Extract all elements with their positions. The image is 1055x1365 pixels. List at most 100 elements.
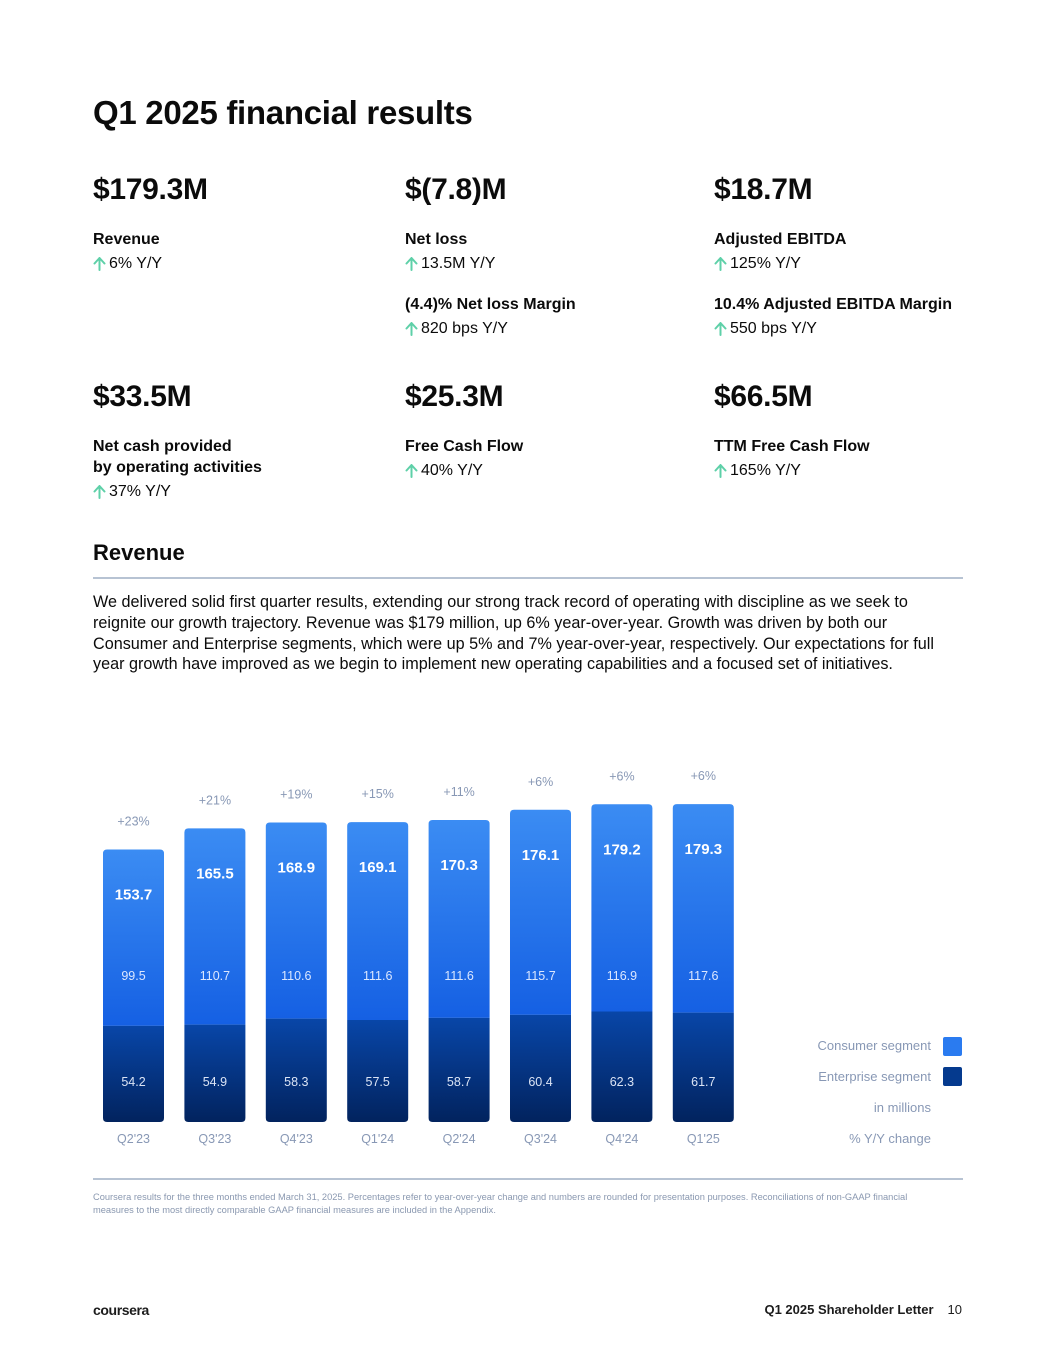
- bar-consumer-label: 99.5: [121, 969, 145, 983]
- bar-yoy-change-label: +11%: [443, 785, 474, 799]
- arrow-up-icon: [93, 484, 106, 499]
- metric-value: $33.5M: [93, 380, 192, 413]
- arrow-up-icon: [714, 463, 727, 478]
- footer-right: Q1 2025 Shareholder Letter 10: [764, 1302, 962, 1317]
- metric-sub-change: 820 bps Y/Y: [405, 318, 705, 339]
- bar-enterprise-label: 61.7: [691, 1075, 715, 1089]
- bar-total-label: 168.9: [278, 860, 316, 877]
- bar-enterprise-label: 58.3: [284, 1075, 308, 1089]
- legend-consumer-swatch: [943, 1037, 962, 1056]
- footnote: Coursera results for the three months en…: [93, 1192, 908, 1215]
- metric-operating-cash: $33.5M Net cash provided by operating ac…: [93, 379, 393, 502]
- bar-consumer-segment: [591, 804, 653, 1012]
- section-title-revenue: Revenue: [93, 540, 185, 565]
- bar-consumer-label: 116.9: [607, 969, 637, 983]
- metric-change: 6% Y/Y: [93, 253, 393, 274]
- bar-consumer-segment: [103, 849, 164, 1026]
- arrow-up-icon: [93, 256, 106, 271]
- metric-change: 165% Y/Y: [714, 460, 1014, 481]
- bar-enterprise-segment: [103, 1025, 164, 1122]
- legend-consumer-label: Consumer segment: [817, 1038, 931, 1053]
- bar-consumer-label: 110.7: [200, 969, 230, 983]
- bar-consumer-segment: [184, 828, 246, 1025]
- bar-enterprise-segment: [265, 1018, 327, 1122]
- metric-change: 37% Y/Y: [93, 481, 393, 502]
- bar-enterprise-segment: [184, 1024, 246, 1122]
- bar-total-label: 170.3: [440, 857, 478, 874]
- metric-sub-label: (4.4)% Net loss Margin: [405, 296, 576, 313]
- metric-free-cash-flow: $25.3M Free Cash Flow 40% Y/Y: [405, 379, 705, 481]
- footnote-divider: [93, 1178, 963, 1180]
- metric-net-loss: $(7.8)M Net loss 13.5M Y/Y (4.4)% Net lo…: [405, 172, 705, 339]
- bar-consumer-label: 110.6: [281, 969, 311, 983]
- bar-consumer-segment: [265, 822, 327, 1019]
- bar-consumer-label: 111.6: [444, 969, 473, 983]
- x-tick-label: Q2'23: [117, 1132, 150, 1146]
- metric-ttm-free-cash-flow: $66.5M TTM Free Cash Flow 165% Y/Y: [714, 379, 1014, 481]
- bar-yoy-change-label: +6%: [691, 769, 716, 783]
- bar-enterprise-label: 54.9: [203, 1075, 227, 1089]
- bar-yoy-change-label: +6%: [609, 769, 634, 783]
- legend-change-label: % Y/Y change: [849, 1131, 931, 1146]
- bar-consumer-label: 111.6: [363, 969, 392, 983]
- bar-consumer-segment: [510, 809, 571, 1015]
- arrow-up-icon: [714, 321, 727, 336]
- page-number: 10: [947, 1302, 962, 1317]
- metric-change: 125% Y/Y: [714, 253, 1014, 274]
- metric-label: Net loss: [405, 231, 468, 248]
- legend-units-label: in millions: [873, 1100, 931, 1115]
- bar-enterprise-label: 58.7: [447, 1075, 471, 1089]
- arrow-up-icon: [405, 256, 418, 271]
- coursera-logo: coursera: [93, 1302, 149, 1318]
- bar-yoy-change-label: +15%: [362, 787, 394, 801]
- legend-enterprise-label: Enterprise segment: [818, 1069, 931, 1084]
- arrow-up-icon: [405, 463, 418, 478]
- arrow-up-icon: [405, 321, 418, 336]
- bar-total-label: 176.1: [522, 847, 560, 864]
- bar-total-label: 153.7: [115, 886, 153, 903]
- metric-sub-change: 550 bps Y/Y: [714, 318, 1014, 339]
- bar-yoy-change-label: +23%: [117, 814, 149, 828]
- metric-revenue: $179.3M Revenue 6% Y/Y: [93, 172, 393, 274]
- bar-consumer-segment: [347, 822, 409, 1021]
- x-tick-label: Q3'23: [198, 1132, 231, 1146]
- bar-total-label: 179.3: [685, 841, 723, 858]
- bar-enterprise-label: 57.5: [366, 1075, 390, 1089]
- revenue-chart: 153.7 99.5 54.2 +23% Q2'23 165.5 110.7 54.9 +21%…: [103, 769, 734, 1146]
- metric-label: Revenue: [93, 231, 160, 248]
- metric-change: 40% Y/Y: [405, 460, 705, 481]
- bar-enterprise-segment: [672, 1012, 734, 1122]
- footer-doc-title: Q1 2025 Shareholder Letter: [764, 1302, 934, 1317]
- metric-label: Free Cash Flow: [405, 438, 524, 455]
- metric-label: TTM Free Cash Flow: [714, 438, 870, 455]
- bar-consumer-label: 115.7: [525, 969, 555, 983]
- metric-adjusted-ebitda: $18.7M Adjusted EBITDA 125% Y/Y 10.4% Ad…: [714, 172, 1014, 339]
- bar-enterprise-segment: [347, 1020, 409, 1122]
- bar-yoy-change-label: +21%: [199, 793, 231, 807]
- arrow-up-icon: [714, 256, 727, 271]
- section-divider: [93, 577, 963, 579]
- x-tick-label: Q4'23: [280, 1132, 313, 1146]
- metric-label: Adjusted EBITDA: [714, 231, 847, 248]
- bar-consumer-segment: [428, 820, 490, 1018]
- bar-consumer-segment: [672, 804, 734, 1013]
- bar-yoy-change-label: +6%: [528, 775, 553, 789]
- bar-total-label: 179.2: [603, 841, 641, 858]
- bar-enterprise-label: 54.2: [121, 1075, 145, 1089]
- metric-sub-label: 10.4% Adjusted EBITDA Margin: [714, 296, 952, 313]
- x-tick-label: Q1'25: [687, 1132, 720, 1146]
- metric-value: $18.7M: [714, 173, 813, 206]
- x-tick-label: Q1'24: [361, 1132, 394, 1146]
- metric-change: 13.5M Y/Y: [405, 253, 705, 274]
- x-tick-label: Q2'24: [443, 1132, 476, 1146]
- bar-enterprise-segment: [428, 1017, 490, 1122]
- bar-enterprise-segment: [510, 1014, 571, 1122]
- page-title: Q1 2025 financial results: [93, 94, 473, 131]
- metric-value: $179.3M: [93, 173, 208, 206]
- x-tick-label: Q3'24: [524, 1132, 557, 1146]
- legend-enterprise-swatch: [943, 1067, 962, 1086]
- revenue-paragraph: We delivered solid first quarter results…: [93, 593, 934, 674]
- bar-enterprise-label: 60.4: [528, 1075, 552, 1089]
- metric-value: $(7.8)M: [405, 173, 507, 206]
- bar-consumer-label: 117.6: [688, 969, 718, 983]
